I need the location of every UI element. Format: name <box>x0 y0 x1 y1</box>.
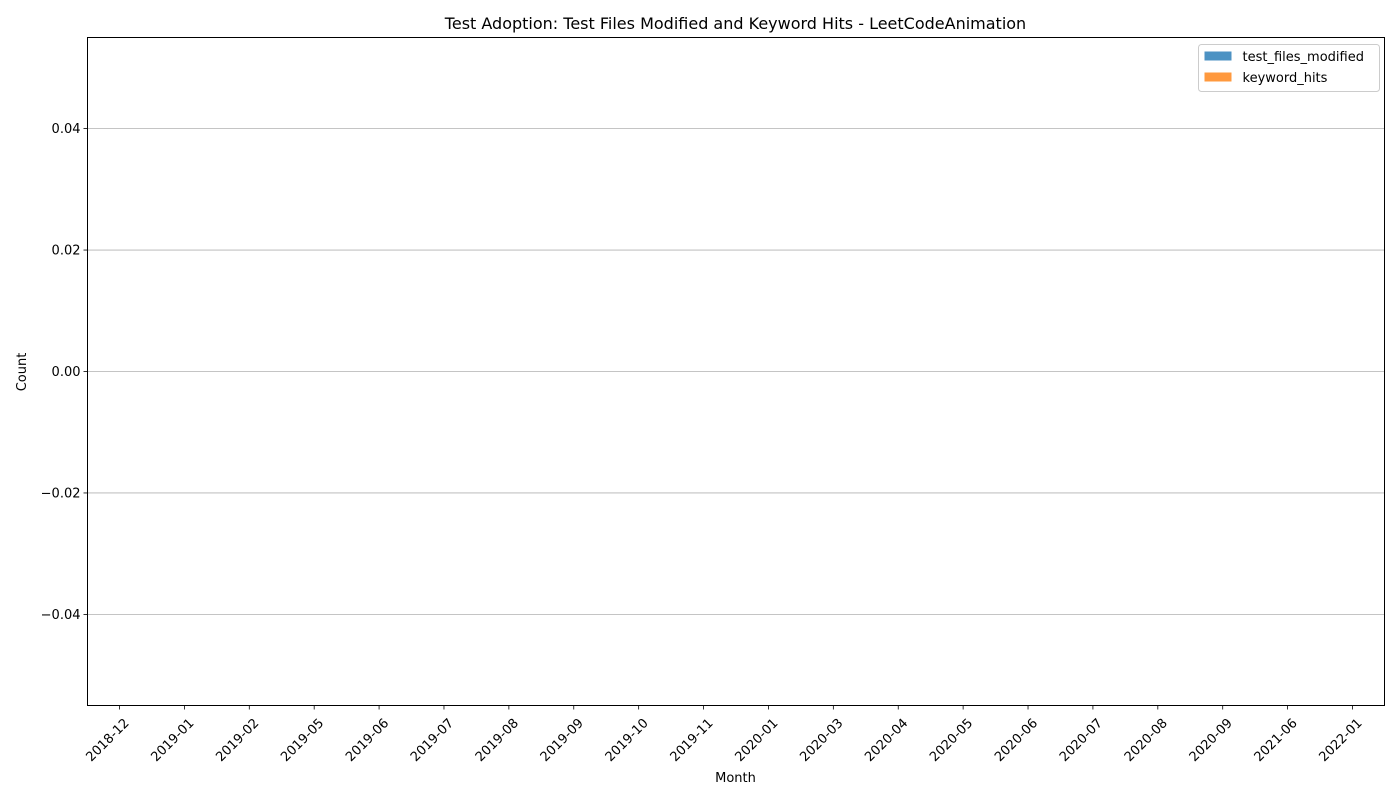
legend-frame <box>1198 44 1380 92</box>
legend: test_files_modified keyword_hits <box>1198 44 1380 92</box>
grid <box>87 128 1385 615</box>
x-axis-label: Month <box>715 771 756 786</box>
y-tick-label: −0.04 <box>41 608 81 623</box>
y-axis-label: Count <box>15 353 30 392</box>
y-tick-label: −0.02 <box>41 486 81 501</box>
y-tick-label: 0.00 <box>52 365 81 380</box>
y-tick-label: 0.02 <box>52 244 81 259</box>
y-axis: −0.04 −0.02 0.00 0.02 0.04 <box>41 122 88 623</box>
legend-swatch <box>1204 72 1232 82</box>
legend-label: keyword_hits <box>1243 71 1328 86</box>
chart-title: Test Adoption: Test Files Modified and K… <box>444 14 1026 33</box>
legend-label: test_files_modified <box>1243 50 1364 65</box>
y-tick-label: 0.04 <box>52 122 81 137</box>
legend-swatch <box>1204 51 1232 61</box>
